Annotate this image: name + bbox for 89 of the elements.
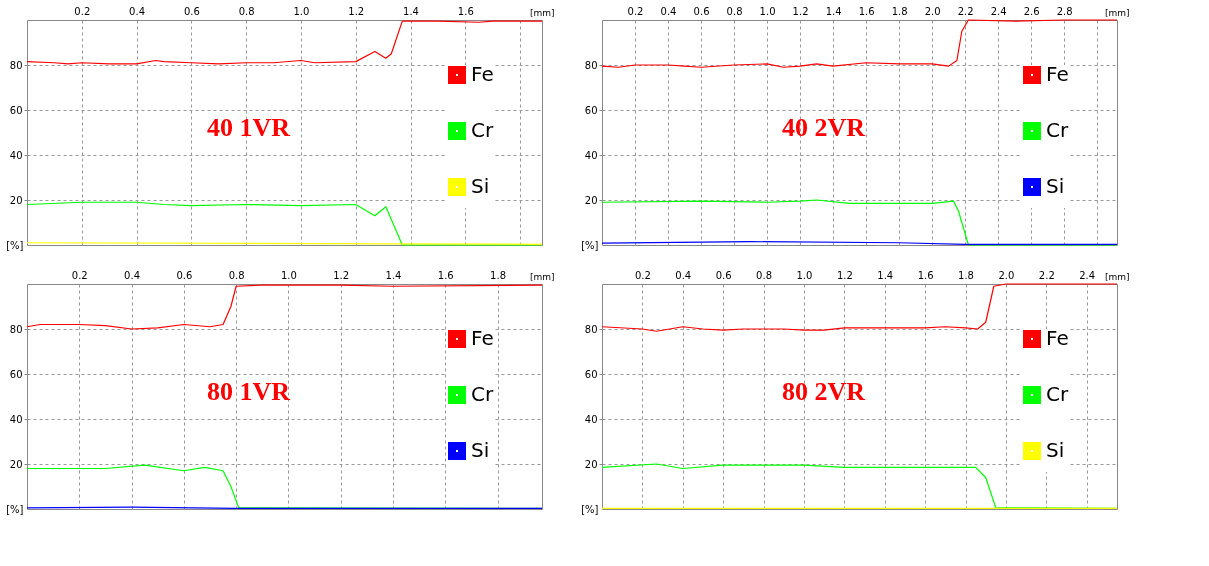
x-tick-label: 0.2 — [627, 5, 644, 17]
x-tick-label: 0.8 — [238, 5, 255, 17]
x-tick-label: 0.4 — [129, 5, 146, 17]
x-tick-label: 2.4 — [1079, 269, 1096, 281]
y-tick-label: 40 — [9, 149, 23, 161]
x-tick-label: 1.6 — [858, 5, 875, 17]
x-tick-label: 0.4 — [124, 269, 141, 281]
x-tick-label: 0.6 — [715, 269, 732, 281]
line-series — [601, 19, 1118, 68]
annotation: 80 2VR — [781, 377, 866, 406]
legend-label: Fe — [471, 326, 494, 350]
x-tick-label: 1.8 — [958, 269, 974, 281]
x-tick-label: 2.2 — [957, 5, 974, 17]
x-tick-label: 0.6 — [693, 5, 710, 17]
x-tick-label: 1.0 — [280, 269, 297, 281]
x-tick-label: 1.8 — [490, 269, 507, 281]
y-tick-label: 60 — [584, 104, 598, 116]
x-tick-label: 0.8 — [756, 269, 773, 281]
y-tick-label: 80 — [584, 323, 598, 335]
legend-label: Cr — [1046, 382, 1069, 406]
legend-label: Cr — [1046, 118, 1069, 142]
x-tick-label: 0.2 — [74, 5, 91, 17]
x-tick-label: 1.4 — [403, 5, 419, 17]
legend-label: Cr — [471, 382, 494, 406]
y-tick-label: 80 — [9, 59, 23, 71]
line-series — [601, 283, 1118, 332]
x-tick-label: 1.8 — [891, 5, 908, 17]
x-tick-label: 0.4 — [660, 5, 677, 17]
x-tick-label: 0.2 — [71, 269, 88, 281]
x-tick-label: 2.0 — [998, 269, 1015, 281]
x-tick-label: 1.2 — [836, 269, 853, 281]
y-axis-title: [%] — [581, 239, 599, 251]
x-tick-label: 1.2 — [333, 269, 350, 281]
x-tick-label: 1.6 — [457, 5, 474, 17]
y-tick-label: 20 — [584, 194, 598, 206]
line-series — [26, 20, 543, 65]
x-tick-label: 2.8 — [1056, 5, 1073, 17]
x-axis-title: [mm] — [529, 271, 555, 282]
y-axis-title: [%] — [581, 503, 599, 515]
x-tick-label: 1.0 — [293, 5, 310, 17]
legend-label: Si — [1046, 438, 1065, 462]
x-tick-label: 1.0 — [796, 269, 813, 281]
x-tick-label: 1.4 — [877, 269, 894, 281]
y-tick-label: 80 — [9, 323, 23, 335]
legend-label: Fe — [471, 62, 494, 86]
x-tick-label: 0.4 — [675, 269, 692, 281]
y-tick-label: 20 — [584, 458, 598, 470]
annotation: 40 1VR — [206, 113, 291, 142]
y-axis-title: [%] — [6, 239, 24, 251]
annotation: 40 2VR — [781, 113, 866, 142]
legend-label: Cr — [471, 118, 494, 142]
annotation: 80 1VR — [206, 377, 291, 406]
y-tick-label: 40 — [584, 149, 598, 161]
x-tick-label: 1.2 — [792, 5, 809, 17]
x-tick-label: 2.4 — [990, 5, 1007, 17]
line-series — [26, 284, 543, 330]
legend-label: Fe — [1046, 62, 1069, 86]
x-tick-label: 2.2 — [1038, 269, 1055, 281]
x-tick-label: 1.2 — [348, 5, 365, 17]
y-axis-title: [%] — [6, 503, 24, 515]
y-tick-label: 60 — [584, 368, 598, 380]
legend-label: Fe — [1046, 326, 1069, 350]
y-tick-label: 60 — [9, 368, 23, 380]
x-tick-label: 0.6 — [183, 5, 200, 17]
x-tick-label: 1.0 — [759, 5, 776, 17]
legend-label: Si — [1046, 174, 1065, 198]
x-tick-label: 1.6 — [437, 269, 454, 281]
y-tick-label: 40 — [584, 413, 598, 425]
x-tick-label: 0.8 — [228, 269, 245, 281]
x-tick-label: 2.6 — [1023, 5, 1040, 17]
y-tick-label: 20 — [9, 194, 23, 206]
x-axis-title: [mm] — [1104, 271, 1130, 282]
legend-label: Si — [471, 438, 490, 462]
line-series — [26, 201, 543, 246]
line-series — [601, 199, 1118, 246]
y-tick-label: 40 — [9, 413, 23, 425]
x-tick-label: 2.0 — [924, 5, 941, 17]
y-tick-label: 20 — [9, 458, 23, 470]
x-tick-label: 1.6 — [917, 269, 934, 281]
legend-label: Si — [471, 174, 490, 198]
x-tick-label: 0.6 — [176, 269, 193, 281]
y-tick-label: 60 — [9, 104, 23, 116]
x-tick-label: 0.8 — [726, 5, 743, 17]
x-tick-label: 0.2 — [634, 269, 651, 281]
y-tick-label: 80 — [584, 59, 598, 71]
x-tick-label: 1.4 — [825, 5, 842, 17]
x-axis-title: [mm] — [529, 7, 555, 18]
x-axis-title: [mm] — [1104, 7, 1130, 18]
x-tick-label: 1.4 — [385, 269, 402, 281]
